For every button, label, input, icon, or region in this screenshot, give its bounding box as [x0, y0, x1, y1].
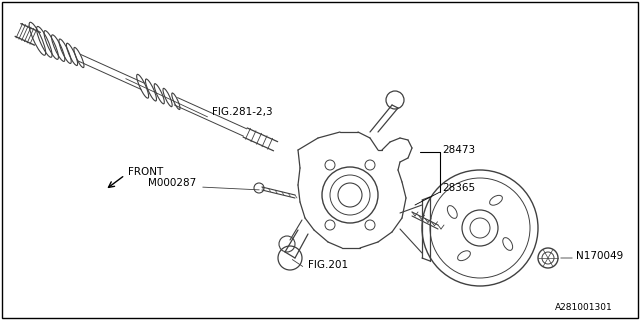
- Text: 28473: 28473: [442, 145, 475, 155]
- Text: 28365: 28365: [442, 183, 475, 193]
- Text: FIG.281-2,3: FIG.281-2,3: [212, 107, 273, 117]
- Text: FIG.201: FIG.201: [308, 260, 348, 270]
- Text: FRONT: FRONT: [128, 167, 163, 177]
- Text: M000287: M000287: [148, 178, 196, 188]
- Text: A281001301: A281001301: [555, 303, 612, 313]
- Text: N170049: N170049: [576, 251, 623, 261]
